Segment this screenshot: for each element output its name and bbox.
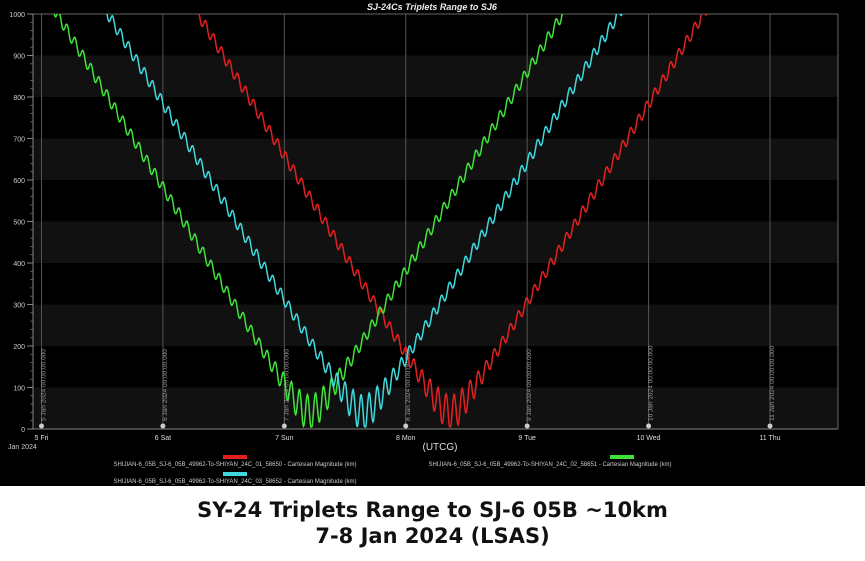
x-tick-label: 8 Mon <box>396 435 416 442</box>
y-tick-label: 300 <box>13 303 25 310</box>
day-marker-label: 6 Jan 2024 00:00:00.000 <box>162 349 169 421</box>
day-marker-label: 11 Jan 2024 00:00:00.000 <box>769 346 776 421</box>
x-tick-label: 11 Thu <box>759 435 780 442</box>
grid-band <box>33 55 838 97</box>
caption-subtitle: 7-8 Jan 2024 (LSAS) <box>315 524 550 548</box>
legend-swatch <box>610 455 634 459</box>
legend-label: SHIJIAN-6_05B_SJ-6_05B_49962-To-SHIYAN_2… <box>113 462 356 468</box>
y-tick-label: 600 <box>13 178 25 185</box>
caption-title: SY-24 Triplets Range to SJ-6 05B ~10km <box>197 498 668 522</box>
day-marker-label: 10 Jan 2024 00:00:00.000 <box>648 345 655 421</box>
grid-band <box>33 221 838 263</box>
day-marker-dot <box>403 423 409 429</box>
day-marker-dot <box>646 423 652 429</box>
day-marker-label: 5 Jan 2024 00:00:00.000 <box>40 349 47 421</box>
y-tick-label: 100 <box>13 386 25 393</box>
legend-swatch <box>223 472 247 476</box>
legend-label: SHIJIAN-6_05B_SJ-6_05B_49962-To-SHIYAN_2… <box>428 462 671 468</box>
x-tick-label: 7 Sun <box>275 435 293 442</box>
chart-title: SJ-24Cs Triplets Range to SJ6 <box>367 2 498 12</box>
series-line-1 <box>194 14 708 428</box>
y-tick-label: 700 <box>13 137 25 144</box>
y-tick-label: 1000 <box>9 12 25 19</box>
x-tick-label: 6 Sat <box>155 435 171 442</box>
legend-swatch <box>223 455 247 459</box>
grid-band <box>33 138 838 180</box>
day-marker-label: 9 Jan 2024 00:00:00.000 <box>526 349 533 421</box>
day-marker-label: 7 Jan 2024 00:00:00.000 <box>283 349 290 421</box>
x-tick-label: 5 Fri <box>34 435 48 442</box>
x-tick-label: 9 Tue <box>518 435 536 442</box>
x-epoch-label: Jan 2024 <box>8 444 37 451</box>
series-line-3 <box>106 14 623 428</box>
y-tick-label: 0 <box>21 427 25 434</box>
day-marker-dot <box>524 423 530 429</box>
day-marker-dot <box>767 423 773 429</box>
chart-area: 0 100 200 300 400 500 600 700 800 900 1000 5 Jan 20… <box>0 0 865 486</box>
y-tick-label: 500 <box>13 220 25 227</box>
day-marker-dot <box>160 423 166 429</box>
range-chart: 0 100 200 300 400 500 600 700 800 900 1000 5 Jan 20… <box>8 2 839 485</box>
legend-label: SHIJIAN-6_05B_SJ-6_05B_49962-To-SHIYAN_2… <box>113 479 356 485</box>
x-tick-label: 10 Wed <box>637 435 661 442</box>
day-marker-dot <box>38 423 44 429</box>
day-marker-label: 8 Jan 2024 00:00:00.000 <box>405 349 412 421</box>
y-tick-label: 400 <box>13 261 25 268</box>
x-axis-label: (UTCG) <box>423 442 458 453</box>
day-marker-dot <box>281 423 287 429</box>
y-tick-label: 900 <box>13 54 25 61</box>
y-tick-label: 800 <box>13 95 25 102</box>
series-line-2 <box>53 14 563 429</box>
y-tick-label: 200 <box>13 344 25 351</box>
